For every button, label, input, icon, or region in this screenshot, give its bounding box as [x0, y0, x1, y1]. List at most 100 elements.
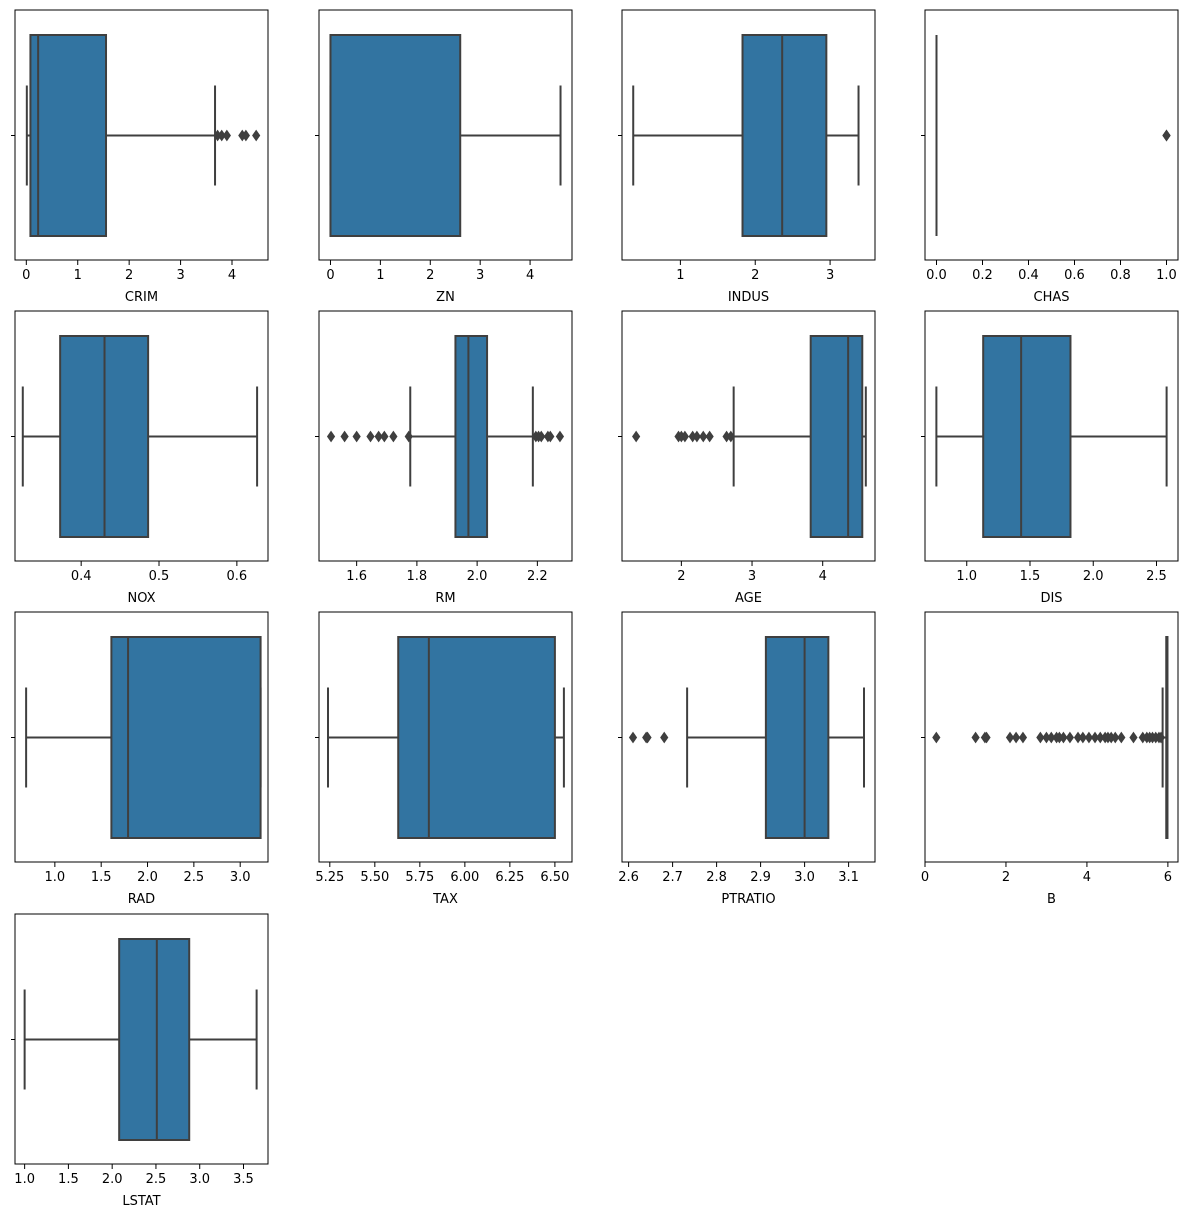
x-tick-label: 3.0 [189, 1172, 210, 1187]
plot-frame [924, 310, 1179, 562]
x-tick-label: 2.2 [527, 569, 548, 584]
outlier-point [932, 731, 941, 744]
boxplot-crim: 0 1 2 3 4 CRIM [11, 9, 269, 305]
x-tick-label: 1.5 [1020, 569, 1041, 584]
outlier-point [1005, 731, 1015, 744]
box-iqr [118, 938, 191, 1141]
outlier-point [389, 430, 398, 443]
x-axis-label: RAD [128, 892, 155, 907]
outlier-point [1059, 731, 1068, 744]
x-tick-label: 0.4 [71, 569, 92, 584]
outlier-point [537, 430, 546, 443]
boxplot-nox: 0.4 0.5 0.6 NOX [11, 310, 269, 606]
x-tick-label: 4 [526, 268, 534, 283]
x-axis-label: LSTAT [122, 1194, 160, 1209]
x-axis-label: TAX [432, 892, 458, 907]
outlier-point [1084, 731, 1094, 744]
outlier-point [1011, 731, 1021, 744]
outlier-point [726, 430, 735, 443]
x-tick-label: 2.9 [750, 870, 771, 885]
x-tick-label: 1 [676, 268, 684, 283]
x-axis-label: PTRATIO [721, 892, 775, 907]
x-tick-label: 5.50 [360, 870, 389, 885]
plot-frame [318, 9, 573, 261]
x-tick-label: 6.00 [450, 870, 479, 885]
boxplot-rad: 1.0 1.5 2.0 2.5 3.0 RAD [11, 611, 269, 907]
plot-frame [621, 310, 876, 562]
x-tick-label: 5.25 [315, 870, 344, 885]
outlier-point [374, 430, 383, 443]
boxplot-ptratio: 2.6 2.7 2.8 2.9 3.0 3.1 PTRATIO [618, 611, 876, 907]
outlier-point [1117, 731, 1126, 744]
outlier-point [699, 430, 708, 443]
outlier-point [366, 430, 375, 443]
x-axis-label: ZN [436, 290, 455, 305]
boxplot-tax: 5.25 5.50 5.75 6.00 6.25 6.50 TAX [315, 611, 573, 907]
x-tick-label: 1.0 [956, 569, 977, 584]
x-tick-label: 2.8 [706, 870, 727, 885]
x-tick-label: 2.0 [102, 1172, 123, 1187]
x-tick-label: 0.8 [1110, 268, 1131, 283]
outlier-point [1162, 129, 1171, 142]
x-tick-label: 3 [476, 268, 484, 283]
x-tick-label: 0.6 [1064, 268, 1085, 283]
outlier-point [632, 430, 641, 443]
outlier-point [252, 129, 261, 142]
x-tick-label: 0 [921, 870, 929, 885]
outlier-point [546, 430, 555, 443]
plot-frame [318, 611, 573, 863]
plot-frame [621, 9, 876, 261]
x-tick-label: 3.0 [794, 870, 815, 885]
x-axis-label: DIS [1040, 591, 1062, 606]
x-tick-label: 4 [819, 569, 827, 584]
x-tick-label: 1.5 [58, 1172, 79, 1187]
box-iqr [329, 34, 462, 237]
x-tick-label: 4 [1083, 870, 1091, 885]
box-iqr [110, 636, 262, 839]
outlier-point [340, 430, 349, 443]
x-tick-label: 2.0 [1083, 569, 1104, 584]
x-tick-label: 3 [826, 268, 834, 283]
x-axis-label: INDUS [728, 290, 769, 305]
x-tick-label: 2.0 [467, 569, 488, 584]
box-iqr [397, 636, 556, 839]
x-tick-label: 1 [74, 268, 82, 283]
outlier-point [692, 430, 702, 443]
x-axis-label: CRIM [125, 290, 158, 305]
plot-frame [621, 611, 876, 863]
outlier-point [1129, 731, 1138, 744]
boxplot-indus: 1 2 3 INDUS [618, 9, 876, 305]
box-iqr [741, 34, 828, 237]
x-tick-label: 2 [1002, 870, 1010, 885]
x-tick-label: 1.0 [45, 870, 66, 885]
x-tick-label: 3.1 [838, 870, 859, 885]
plot-frame [318, 310, 573, 562]
box-iqr [809, 335, 864, 538]
x-tick-label: 0.2 [972, 268, 993, 283]
outlier-point [404, 430, 413, 443]
x-tick-label: 0.5 [149, 569, 170, 584]
x-tick-label: 3 [176, 268, 184, 283]
x-tick-label: 1.0 [14, 1172, 35, 1187]
outlier-point [1111, 731, 1120, 744]
outlier-point [1078, 731, 1087, 744]
boxplot-lstat: 1.0 1.5 2.0 2.5 3.0 3.5 LSTAT [11, 913, 269, 1209]
plot-frame [14, 310, 269, 562]
outlier-point [660, 731, 669, 744]
outlier-point [352, 430, 361, 443]
boxplot-b: 0 2 4 6 B [921, 611, 1179, 907]
outlier-point [326, 430, 336, 443]
x-axis-label: NOX [127, 591, 155, 606]
x-axis-label: CHAS [1034, 290, 1070, 305]
outlier-point [1156, 731, 1166, 744]
x-axis-label: RM [435, 591, 455, 606]
outlier-point [222, 129, 231, 142]
x-tick-label: 1.0 [1156, 268, 1177, 283]
x-tick-label: 2 [125, 268, 133, 283]
outlier-point [628, 731, 638, 744]
boxplot-chas: 0.0 0.2 0.4 0.6 0.8 1.0 CHAS [921, 9, 1179, 305]
x-tick-label: 3.5 [233, 1172, 254, 1187]
outlier-point [643, 731, 652, 744]
x-axis-label: AGE [735, 591, 762, 606]
